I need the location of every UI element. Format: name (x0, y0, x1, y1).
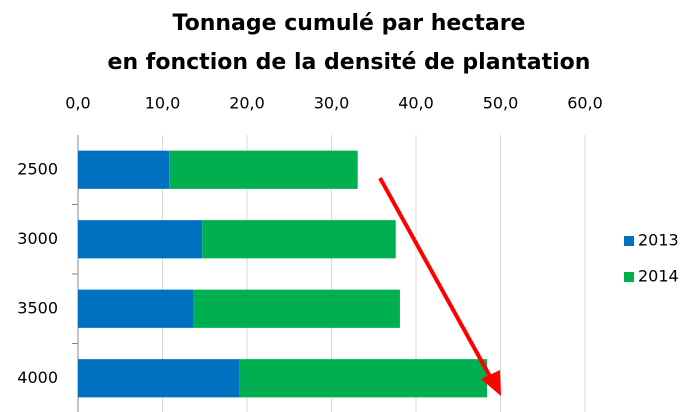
legend-label: 2014 (638, 267, 679, 286)
x-tick-label: 60,0 (567, 94, 603, 113)
bar-segment (78, 150, 170, 189)
y-tick-label: 4000 (17, 368, 58, 387)
bar-segment (169, 150, 358, 189)
legend-label: 2013 (638, 231, 679, 250)
x-tick-label: 30,0 (314, 94, 350, 113)
bar-segment (78, 289, 194, 328)
y-tick-label: 2500 (17, 159, 58, 178)
bar-segment (78, 220, 203, 259)
bar-segment (78, 359, 240, 398)
arrow-annotation (378, 177, 501, 396)
bar-segment (193, 289, 400, 328)
x-tick-label: 10,0 (145, 94, 181, 113)
bar-segment (202, 220, 396, 259)
chart-subtitle: en fonction de la densité de plantation (108, 50, 591, 75)
x-tick-label: 40,0 (398, 94, 434, 113)
legend-swatch (624, 272, 634, 282)
y-tick-label: 3500 (17, 298, 58, 317)
bar-segment (239, 359, 487, 398)
x-tick-label: 0,0 (65, 94, 90, 113)
y-tick-label: 3000 (17, 229, 58, 248)
x-tick-label: 20,0 (229, 94, 265, 113)
x-tick-label: 50,0 (483, 94, 519, 113)
plot-area: 0,0 10,0 20,0 30,0 40,0 50,0 60,0 2500 3000 3500 4… (17, 94, 679, 412)
chart-title: Tonnage cumulé par hectare (173, 11, 526, 36)
legend-swatch (624, 236, 634, 246)
